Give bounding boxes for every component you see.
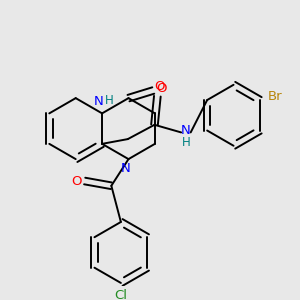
Text: Cl: Cl [114,289,128,300]
Text: N: N [181,124,191,137]
Text: H: H [104,94,113,106]
Text: O: O [154,80,164,93]
Text: O: O [71,175,81,188]
Text: H: H [182,136,190,149]
Text: N: N [121,162,130,175]
Text: Br: Br [268,90,283,103]
Text: O: O [157,82,167,95]
Text: N: N [93,95,103,108]
